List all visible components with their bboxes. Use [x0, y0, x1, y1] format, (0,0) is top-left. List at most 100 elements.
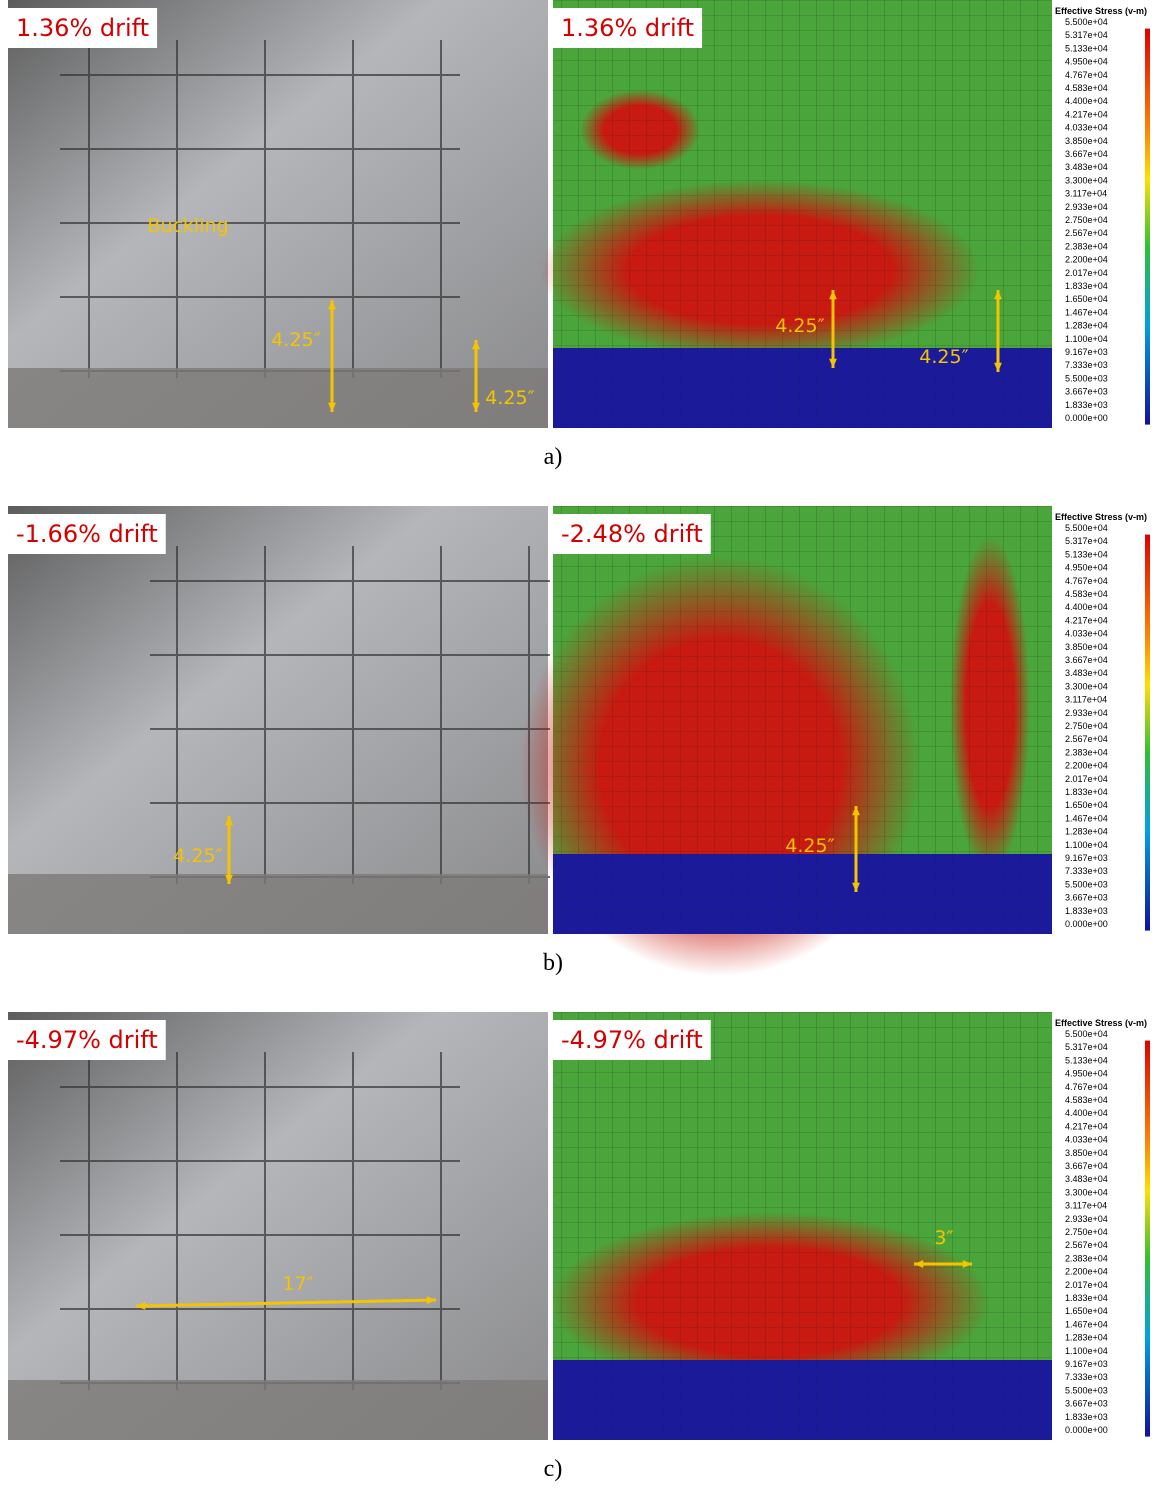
legend-label: 5.133e+04 — [1065, 43, 1108, 53]
legend-label: 4.767e+04 — [1065, 70, 1108, 80]
annotation: 4.25″ — [271, 329, 320, 351]
legend-title: Effective Stress (v-m) — [1055, 1018, 1147, 1028]
legend-label: 4.950e+04 — [1065, 57, 1108, 67]
legend-label: 1.283e+04 — [1065, 827, 1108, 837]
legend-label: 4.400e+04 — [1065, 1108, 1108, 1118]
photo-panel — [8, 1012, 548, 1440]
legend-label: 4.583e+04 — [1065, 83, 1108, 93]
caption: b) — [543, 950, 563, 976]
annotation: 4.25″ — [775, 315, 824, 337]
legend-label: 2.017e+04 — [1065, 268, 1108, 278]
legend-label: 2.567e+04 — [1065, 228, 1108, 238]
legend-label: 1.833e+03 — [1065, 400, 1108, 410]
legend-label: 2.200e+04 — [1065, 255, 1108, 265]
legend-label: 3.300e+04 — [1065, 175, 1108, 185]
legend-label: 2.933e+04 — [1065, 708, 1108, 718]
drift-label: 1.36% drift — [561, 14, 694, 42]
legend-label: 4.583e+04 — [1065, 1095, 1108, 1105]
photo-detail — [8, 368, 548, 428]
legend-label: 2.383e+04 — [1065, 1253, 1108, 1263]
legend-label: 0.000e+00 — [1065, 1425, 1108, 1435]
legend-label: 3.850e+04 — [1065, 136, 1108, 146]
legend-label: 1.650e+04 — [1065, 800, 1108, 810]
drift-label: -2.48% drift — [561, 520, 703, 548]
legend-label: 2.200e+04 — [1065, 761, 1108, 771]
legend-label: 2.933e+04 — [1065, 202, 1108, 212]
legend-label: 2.750e+04 — [1065, 721, 1108, 731]
caption: c) — [544, 1456, 563, 1482]
legend-label: 1.467e+04 — [1065, 813, 1108, 823]
legend-label: 7.333e+03 — [1065, 1372, 1108, 1382]
legend-label: 1.467e+04 — [1065, 307, 1108, 317]
legend-label: 7.333e+03 — [1065, 360, 1108, 370]
legend-label: 3.483e+04 — [1065, 668, 1108, 678]
legend-label: 5.500e+03 — [1065, 879, 1108, 889]
legend-label: 5.317e+04 — [1065, 1042, 1108, 1052]
legend-label: 3.667e+04 — [1065, 655, 1108, 665]
legend-label: 5.500e+04 — [1065, 17, 1108, 27]
legend-label: 3.667e+04 — [1065, 149, 1108, 159]
legend-label: 7.333e+03 — [1065, 866, 1108, 876]
legend-label: 1.833e+03 — [1065, 1412, 1108, 1422]
model-detail — [553, 1360, 1052, 1440]
legend-label: 3.117e+04 — [1065, 1201, 1107, 1211]
legend-label: 2.017e+04 — [1065, 1280, 1108, 1290]
legend-label: 1.650e+04 — [1065, 1306, 1108, 1316]
legend-label: 1.833e+04 — [1065, 1293, 1108, 1303]
legend-label: 4.217e+04 — [1065, 109, 1108, 119]
legend-label: 9.167e+03 — [1065, 1359, 1108, 1369]
legend-label: 3.117e+04 — [1065, 695, 1107, 705]
legend-label: 4.033e+04 — [1065, 123, 1108, 133]
legend-label: 0.000e+00 — [1065, 919, 1108, 929]
model-detail — [553, 854, 1052, 934]
photo-detail — [8, 1380, 548, 1440]
model-panel — [550, 1012, 1052, 1440]
legend-label: 3.850e+04 — [1065, 1148, 1108, 1158]
photo-panel — [8, 0, 548, 428]
legend-label: 9.167e+03 — [1065, 347, 1108, 357]
legend-label: 1.833e+04 — [1065, 281, 1108, 291]
legend-label: 3.667e+04 — [1065, 1161, 1108, 1171]
legend-label: 3.667e+03 — [1065, 1399, 1108, 1409]
legend-label: 3.667e+03 — [1065, 387, 1108, 397]
legend-label: 4.033e+04 — [1065, 629, 1108, 639]
legend-label: 1.283e+04 — [1065, 1333, 1108, 1343]
color-bar — [1145, 29, 1150, 425]
legend-label: 4.767e+04 — [1065, 576, 1108, 586]
legend-label: 4.400e+04 — [1065, 602, 1108, 612]
legend-label: 2.200e+04 — [1065, 1267, 1108, 1277]
legend-label: 2.750e+04 — [1065, 215, 1108, 225]
legend-label: 5.317e+04 — [1065, 536, 1108, 546]
legend-label: 1.283e+04 — [1065, 321, 1108, 331]
annotation: 4.25″ — [485, 387, 534, 409]
legend-label: 4.400e+04 — [1065, 96, 1108, 106]
legend-label: 2.567e+04 — [1065, 1240, 1108, 1250]
legend-label: 1.833e+03 — [1065, 906, 1108, 916]
annotation: 3″ — [934, 1227, 953, 1249]
legend-label: 3.483e+04 — [1065, 162, 1108, 172]
legend-label: 2.017e+04 — [1065, 774, 1108, 784]
legend-label: 5.317e+04 — [1065, 30, 1108, 40]
annotation: 17″ — [282, 1273, 313, 1295]
photo-detail — [60, 40, 460, 378]
legend-label: 3.483e+04 — [1065, 1174, 1108, 1184]
model-detail — [553, 348, 1052, 428]
legend-title: Effective Stress (v-m) — [1055, 512, 1147, 522]
legend-label: 5.500e+03 — [1065, 1385, 1108, 1395]
legend-label: 2.567e+04 — [1065, 734, 1108, 744]
drift-label: -1.66% drift — [16, 520, 158, 548]
legend-label: 2.383e+04 — [1065, 747, 1108, 757]
legend-label: 4.217e+04 — [1065, 1121, 1108, 1131]
photo-detail — [150, 546, 550, 884]
legend-label: 1.650e+04 — [1065, 294, 1108, 304]
legend-label: 4.033e+04 — [1065, 1135, 1108, 1145]
legend-label: 5.500e+04 — [1065, 1029, 1108, 1039]
photo-detail — [8, 874, 548, 934]
color-bar — [1145, 1041, 1150, 1437]
legend-label: 3.300e+04 — [1065, 681, 1108, 691]
annotation: 4.25″ — [785, 835, 834, 857]
color-bar — [1145, 535, 1150, 931]
legend-label: 0.000e+00 — [1065, 413, 1108, 423]
legend-label: 1.100e+04 — [1065, 1346, 1108, 1356]
caption: a) — [544, 444, 563, 470]
